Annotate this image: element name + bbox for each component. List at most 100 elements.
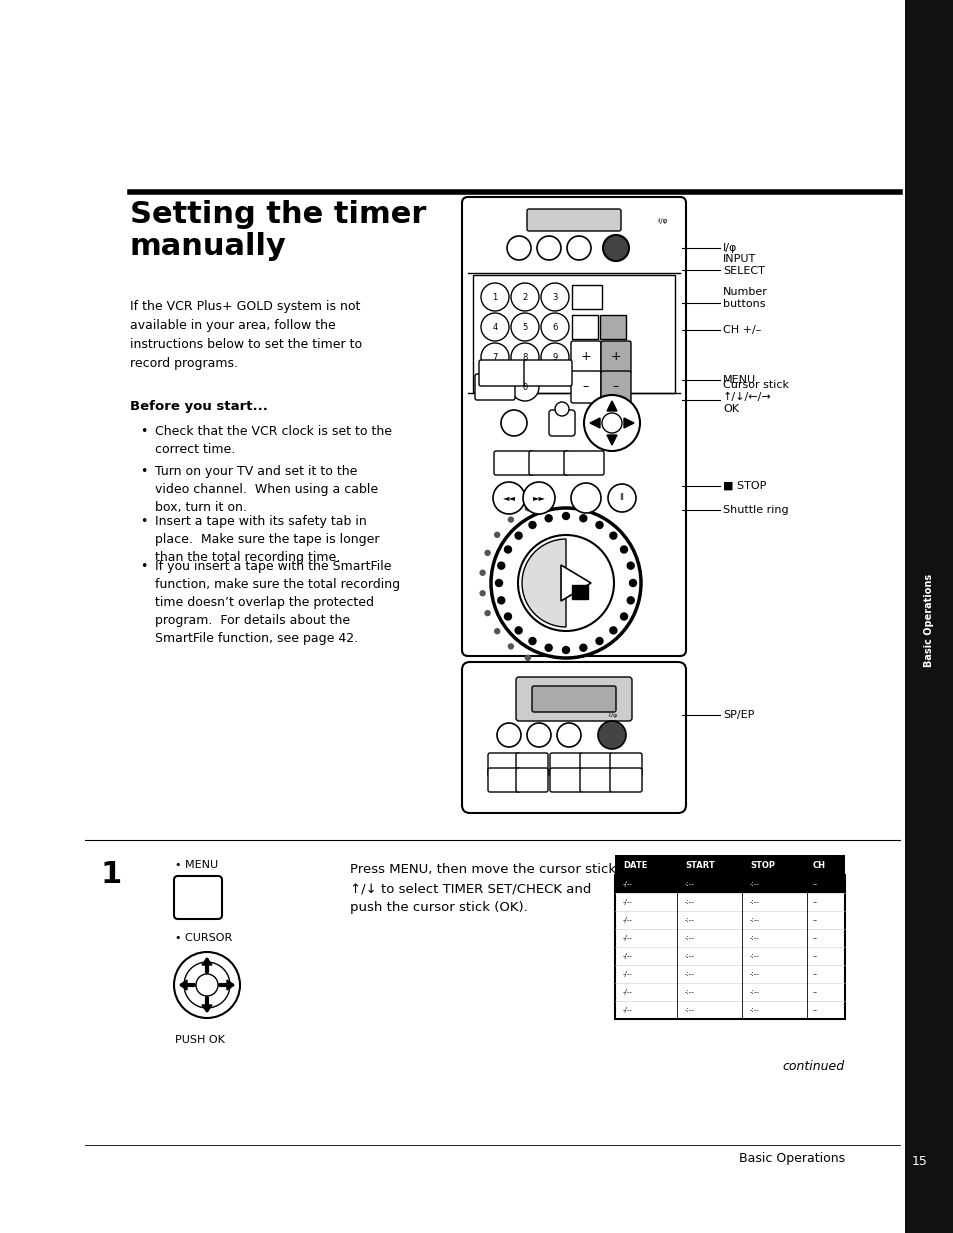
FancyBboxPatch shape	[615, 875, 844, 1018]
Text: I/φ: I/φ	[722, 243, 737, 253]
Text: Basic Operations: Basic Operations	[739, 1152, 844, 1165]
Circle shape	[495, 533, 499, 538]
Circle shape	[504, 613, 511, 620]
Wedge shape	[521, 539, 565, 628]
Text: -/--: -/--	[622, 935, 632, 941]
Text: Cursor stick
↑/↓/←/→
OK: Cursor stick ↑/↓/←/→ OK	[722, 380, 788, 414]
FancyBboxPatch shape	[516, 677, 631, 721]
Polygon shape	[606, 435, 617, 445]
Circle shape	[540, 343, 568, 371]
Circle shape	[562, 513, 569, 519]
Circle shape	[607, 485, 636, 512]
Circle shape	[609, 533, 617, 539]
Polygon shape	[623, 418, 634, 428]
Circle shape	[173, 952, 240, 1018]
FancyBboxPatch shape	[488, 768, 519, 792]
Circle shape	[495, 629, 499, 634]
Circle shape	[480, 343, 509, 371]
Text: II: II	[618, 493, 624, 503]
Circle shape	[495, 580, 502, 587]
Circle shape	[619, 546, 627, 552]
Circle shape	[562, 646, 569, 653]
FancyBboxPatch shape	[571, 371, 600, 403]
Circle shape	[544, 515, 552, 522]
Text: --: --	[812, 1007, 817, 1014]
FancyBboxPatch shape	[473, 275, 675, 393]
Text: -:--: -:--	[749, 935, 760, 941]
Text: Basic Operations: Basic Operations	[923, 573, 933, 667]
Circle shape	[602, 236, 628, 261]
FancyBboxPatch shape	[600, 371, 630, 403]
Circle shape	[626, 597, 634, 604]
Circle shape	[566, 236, 590, 260]
FancyBboxPatch shape	[572, 584, 587, 599]
Circle shape	[511, 374, 538, 401]
Text: -/--: -/--	[622, 953, 632, 959]
Text: 8: 8	[521, 353, 527, 361]
Text: 1: 1	[492, 292, 497, 302]
Text: CH: CH	[812, 861, 825, 869]
Text: -:--: -:--	[749, 972, 760, 977]
FancyBboxPatch shape	[563, 451, 603, 475]
Text: –: –	[582, 381, 589, 393]
Circle shape	[479, 591, 485, 596]
Text: •: •	[140, 465, 147, 478]
Text: Number
buttons: Number buttons	[722, 287, 767, 309]
Circle shape	[497, 562, 504, 570]
Text: 3: 3	[552, 292, 558, 302]
Text: STOP: STOP	[749, 861, 774, 869]
Text: • MENU: • MENU	[174, 859, 218, 870]
Text: CH +/–: CH +/–	[722, 326, 760, 335]
Circle shape	[515, 533, 521, 539]
Circle shape	[526, 723, 551, 747]
Text: Press MENU, then move the cursor stick
↑/↓ to select TIMER SET/CHECK and
push th: Press MENU, then move the cursor stick ↑…	[350, 863, 616, 914]
Text: +: +	[580, 350, 591, 364]
Circle shape	[491, 508, 640, 658]
Circle shape	[479, 571, 485, 576]
Circle shape	[515, 626, 521, 634]
Circle shape	[629, 580, 636, 587]
Circle shape	[529, 522, 536, 529]
Circle shape	[480, 313, 509, 342]
Circle shape	[583, 395, 639, 451]
Circle shape	[626, 562, 634, 570]
Text: --: --	[812, 882, 817, 887]
Text: SP/EP: SP/EP	[722, 710, 754, 720]
Circle shape	[522, 482, 555, 514]
Text: Setting the timer
manually: Setting the timer manually	[130, 200, 426, 261]
Circle shape	[480, 284, 509, 311]
FancyBboxPatch shape	[475, 374, 515, 399]
Text: -:--: -:--	[749, 1007, 760, 1014]
Text: --: --	[812, 917, 817, 924]
FancyBboxPatch shape	[616, 875, 843, 893]
FancyBboxPatch shape	[609, 753, 641, 777]
Circle shape	[537, 236, 560, 260]
Text: 9: 9	[552, 353, 558, 361]
Text: -/--: -/--	[622, 882, 632, 887]
FancyBboxPatch shape	[516, 753, 547, 777]
FancyBboxPatch shape	[529, 451, 568, 475]
Polygon shape	[589, 418, 599, 428]
Text: -:--: -:--	[684, 953, 694, 959]
Circle shape	[184, 962, 230, 1009]
Circle shape	[525, 506, 530, 510]
Text: -/--: -/--	[622, 1007, 632, 1014]
Text: START: START	[684, 861, 714, 869]
Circle shape	[598, 721, 625, 748]
Text: 2: 2	[522, 292, 527, 302]
Text: INPUT
SELECT: INPUT SELECT	[722, 254, 764, 276]
Text: 5: 5	[522, 323, 527, 332]
Circle shape	[540, 313, 568, 342]
Text: -:--: -:--	[749, 882, 760, 887]
FancyBboxPatch shape	[461, 662, 685, 813]
Circle shape	[557, 723, 580, 747]
Text: --: --	[812, 899, 817, 905]
Text: DATE: DATE	[622, 861, 647, 869]
FancyBboxPatch shape	[615, 854, 844, 875]
Text: • CURSOR: • CURSOR	[174, 933, 232, 943]
Circle shape	[517, 535, 614, 631]
Text: MENU: MENU	[722, 375, 756, 385]
FancyBboxPatch shape	[572, 314, 598, 339]
Text: •: •	[140, 560, 147, 573]
Circle shape	[508, 644, 513, 649]
